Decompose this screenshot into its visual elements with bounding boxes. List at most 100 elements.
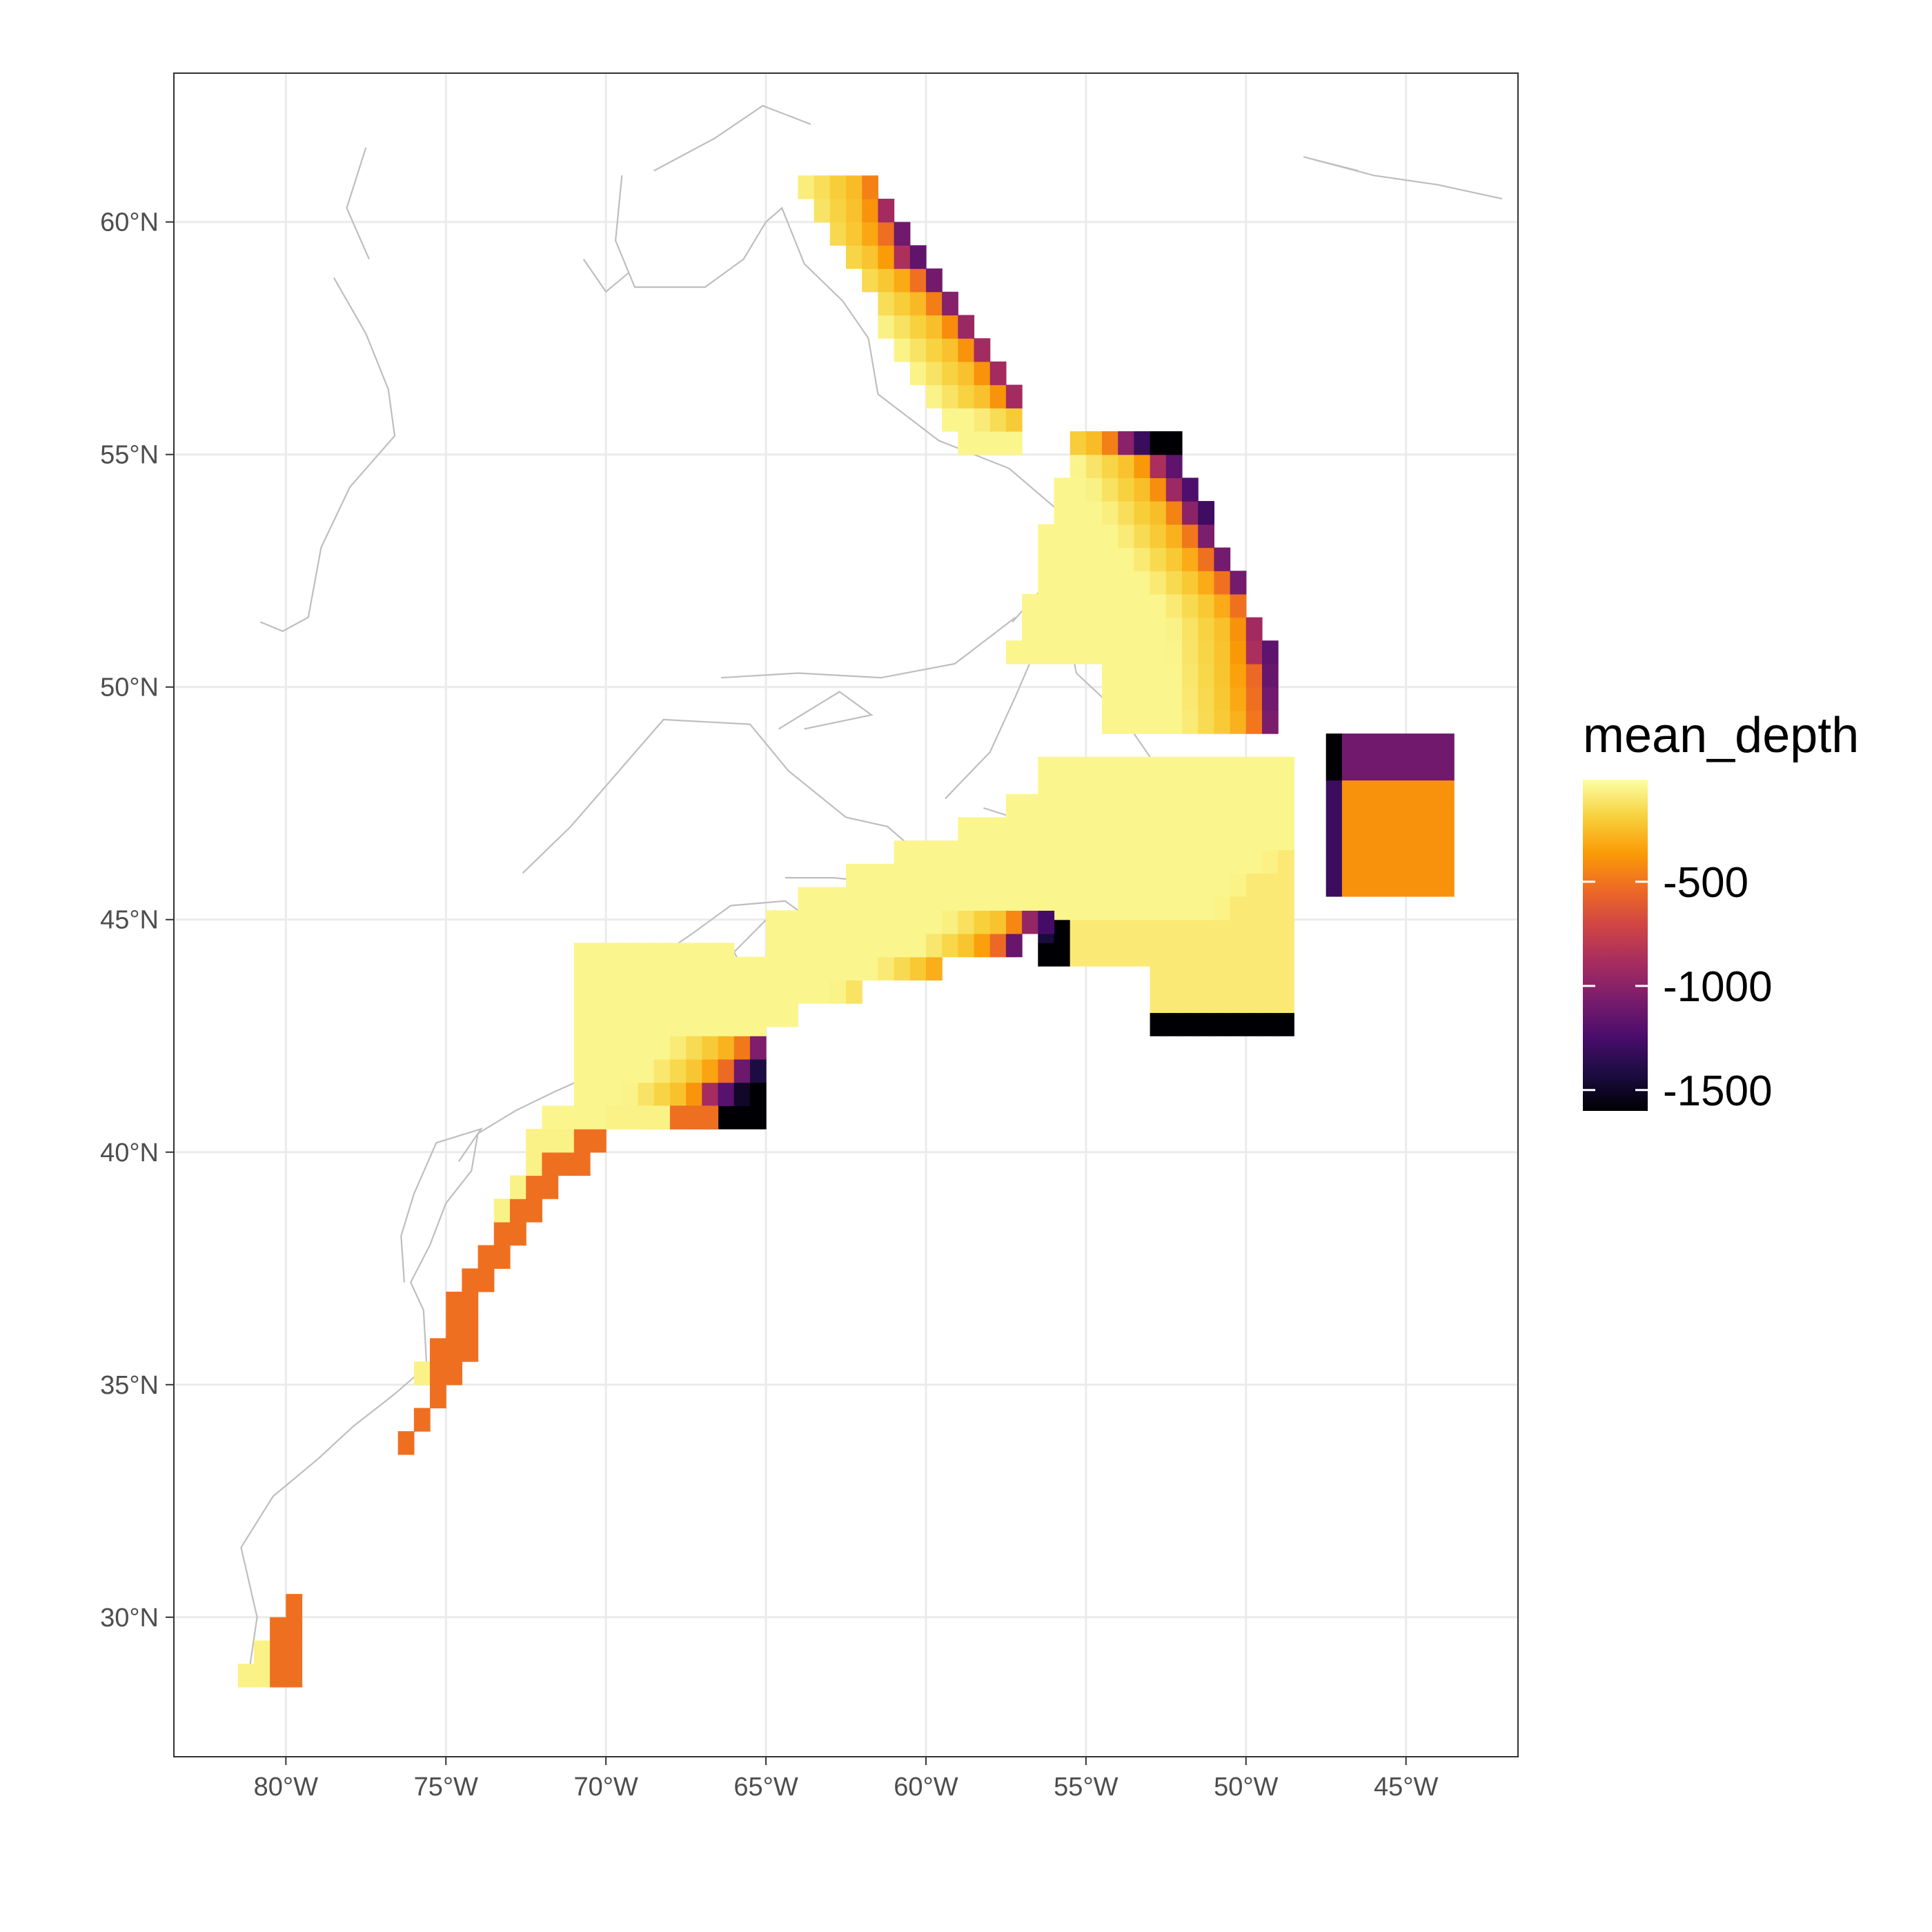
depth-cell bbox=[718, 1012, 735, 1036]
depth-cell bbox=[1085, 873, 1103, 897]
depth-cell bbox=[1038, 617, 1055, 641]
depth-cell bbox=[573, 1059, 591, 1083]
depth-cell bbox=[1421, 780, 1439, 804]
depth-cell bbox=[1165, 477, 1183, 502]
depth-cell bbox=[1390, 873, 1407, 897]
depth-cell bbox=[958, 431, 975, 455]
depth-cell bbox=[1054, 524, 1071, 549]
depth-cell bbox=[606, 943, 622, 967]
depth-cell bbox=[1182, 780, 1199, 804]
depth-cell bbox=[1054, 640, 1071, 664]
depth-cell bbox=[1245, 780, 1263, 804]
depth-cell bbox=[989, 863, 1007, 888]
depth-cell bbox=[1438, 756, 1455, 781]
depth-cell bbox=[1182, 943, 1199, 967]
depth-cell bbox=[1102, 849, 1118, 874]
depth-cell bbox=[254, 1664, 270, 1688]
coastline bbox=[582, 258, 629, 293]
depth-cell bbox=[493, 1245, 511, 1269]
depth-cell bbox=[1198, 896, 1214, 920]
depth-cell bbox=[1102, 617, 1118, 641]
depth-cell bbox=[286, 1594, 303, 1618]
depth-cell bbox=[1390, 849, 1407, 874]
depth-cell bbox=[989, 408, 1007, 432]
depth-cell bbox=[526, 1199, 542, 1223]
depth-cell bbox=[1182, 571, 1199, 595]
depth-cell bbox=[590, 1059, 607, 1083]
depth-cell bbox=[669, 1059, 687, 1083]
depth-cell bbox=[1005, 640, 1023, 664]
coastline bbox=[346, 147, 370, 260]
depth-cell bbox=[926, 291, 943, 316]
depth-cell bbox=[766, 910, 782, 934]
depth-cell bbox=[1438, 733, 1455, 758]
depth-cell bbox=[1118, 431, 1134, 455]
depth-cell bbox=[1038, 840, 1055, 865]
depth-cell bbox=[1358, 826, 1374, 851]
depth-cell bbox=[686, 943, 702, 967]
depth-cell bbox=[1230, 780, 1247, 804]
depth-cell bbox=[1230, 617, 1247, 641]
depth-cell bbox=[1118, 454, 1134, 478]
depth-cell bbox=[1230, 640, 1247, 664]
depth-cell bbox=[814, 934, 831, 958]
depth-cell bbox=[974, 384, 991, 408]
depth-cell bbox=[573, 1129, 591, 1153]
depth-cell bbox=[638, 1059, 655, 1083]
depth-cell bbox=[1182, 664, 1199, 688]
depth-cell bbox=[1085, 803, 1103, 827]
depth-cell bbox=[573, 1012, 591, 1036]
depth-cell bbox=[1214, 826, 1231, 851]
depth-cell bbox=[814, 910, 831, 934]
depth-cell bbox=[1134, 547, 1151, 571]
depth-cell bbox=[1150, 547, 1167, 571]
coastline bbox=[721, 616, 1016, 679]
depth-cell bbox=[749, 1036, 767, 1060]
depth-cell bbox=[606, 1012, 622, 1036]
depth-cell bbox=[1005, 384, 1023, 408]
depth-cell bbox=[1134, 664, 1151, 688]
depth-cell bbox=[1421, 803, 1439, 827]
depth-cell bbox=[1054, 756, 1071, 781]
depth-cell bbox=[669, 1105, 687, 1130]
depth-cell bbox=[1085, 431, 1103, 455]
depth-cell bbox=[1182, 803, 1199, 827]
depth-cell bbox=[1134, 943, 1151, 967]
depth-cell bbox=[989, 384, 1007, 408]
depth-cell bbox=[526, 1175, 542, 1199]
coastline bbox=[400, 1127, 484, 1283]
depth-cell bbox=[974, 361, 991, 386]
depth-cell bbox=[1102, 826, 1118, 851]
depth-cell bbox=[974, 863, 991, 888]
depth-cell bbox=[1150, 756, 1167, 781]
depth-cell bbox=[1102, 687, 1118, 711]
depth-cell bbox=[1070, 593, 1087, 618]
depth-cell bbox=[1165, 431, 1183, 455]
depth-cell bbox=[413, 1408, 431, 1432]
depth-cell bbox=[1070, 803, 1087, 827]
depth-cell bbox=[1406, 780, 1423, 804]
depth-cell bbox=[1165, 571, 1183, 595]
depth-cell bbox=[1150, 826, 1167, 851]
depth-cell bbox=[1150, 1012, 1167, 1036]
depth-cell bbox=[1390, 756, 1407, 781]
depth-cell bbox=[638, 1036, 655, 1060]
depth-cell bbox=[829, 175, 847, 199]
depth-cell bbox=[1070, 780, 1087, 804]
depth-cell bbox=[829, 887, 847, 911]
depth-cell bbox=[1262, 687, 1279, 711]
depth-cell bbox=[573, 966, 591, 990]
depth-cell bbox=[1085, 547, 1103, 571]
depth-cell bbox=[989, 840, 1007, 865]
depth-cell bbox=[1022, 593, 1038, 618]
x-tick-label: 45°W bbox=[1374, 1773, 1438, 1802]
depth-cell bbox=[1341, 826, 1359, 851]
depth-cell bbox=[718, 1059, 735, 1083]
depth-cell bbox=[606, 989, 622, 1014]
depth-cell bbox=[1102, 896, 1118, 920]
y-tick-label: 40°N bbox=[100, 1138, 159, 1167]
depth-cell bbox=[942, 338, 958, 362]
depth-cell bbox=[462, 1292, 479, 1316]
legend-title: mean_depth bbox=[1583, 708, 1859, 763]
depth-cell bbox=[718, 966, 735, 990]
